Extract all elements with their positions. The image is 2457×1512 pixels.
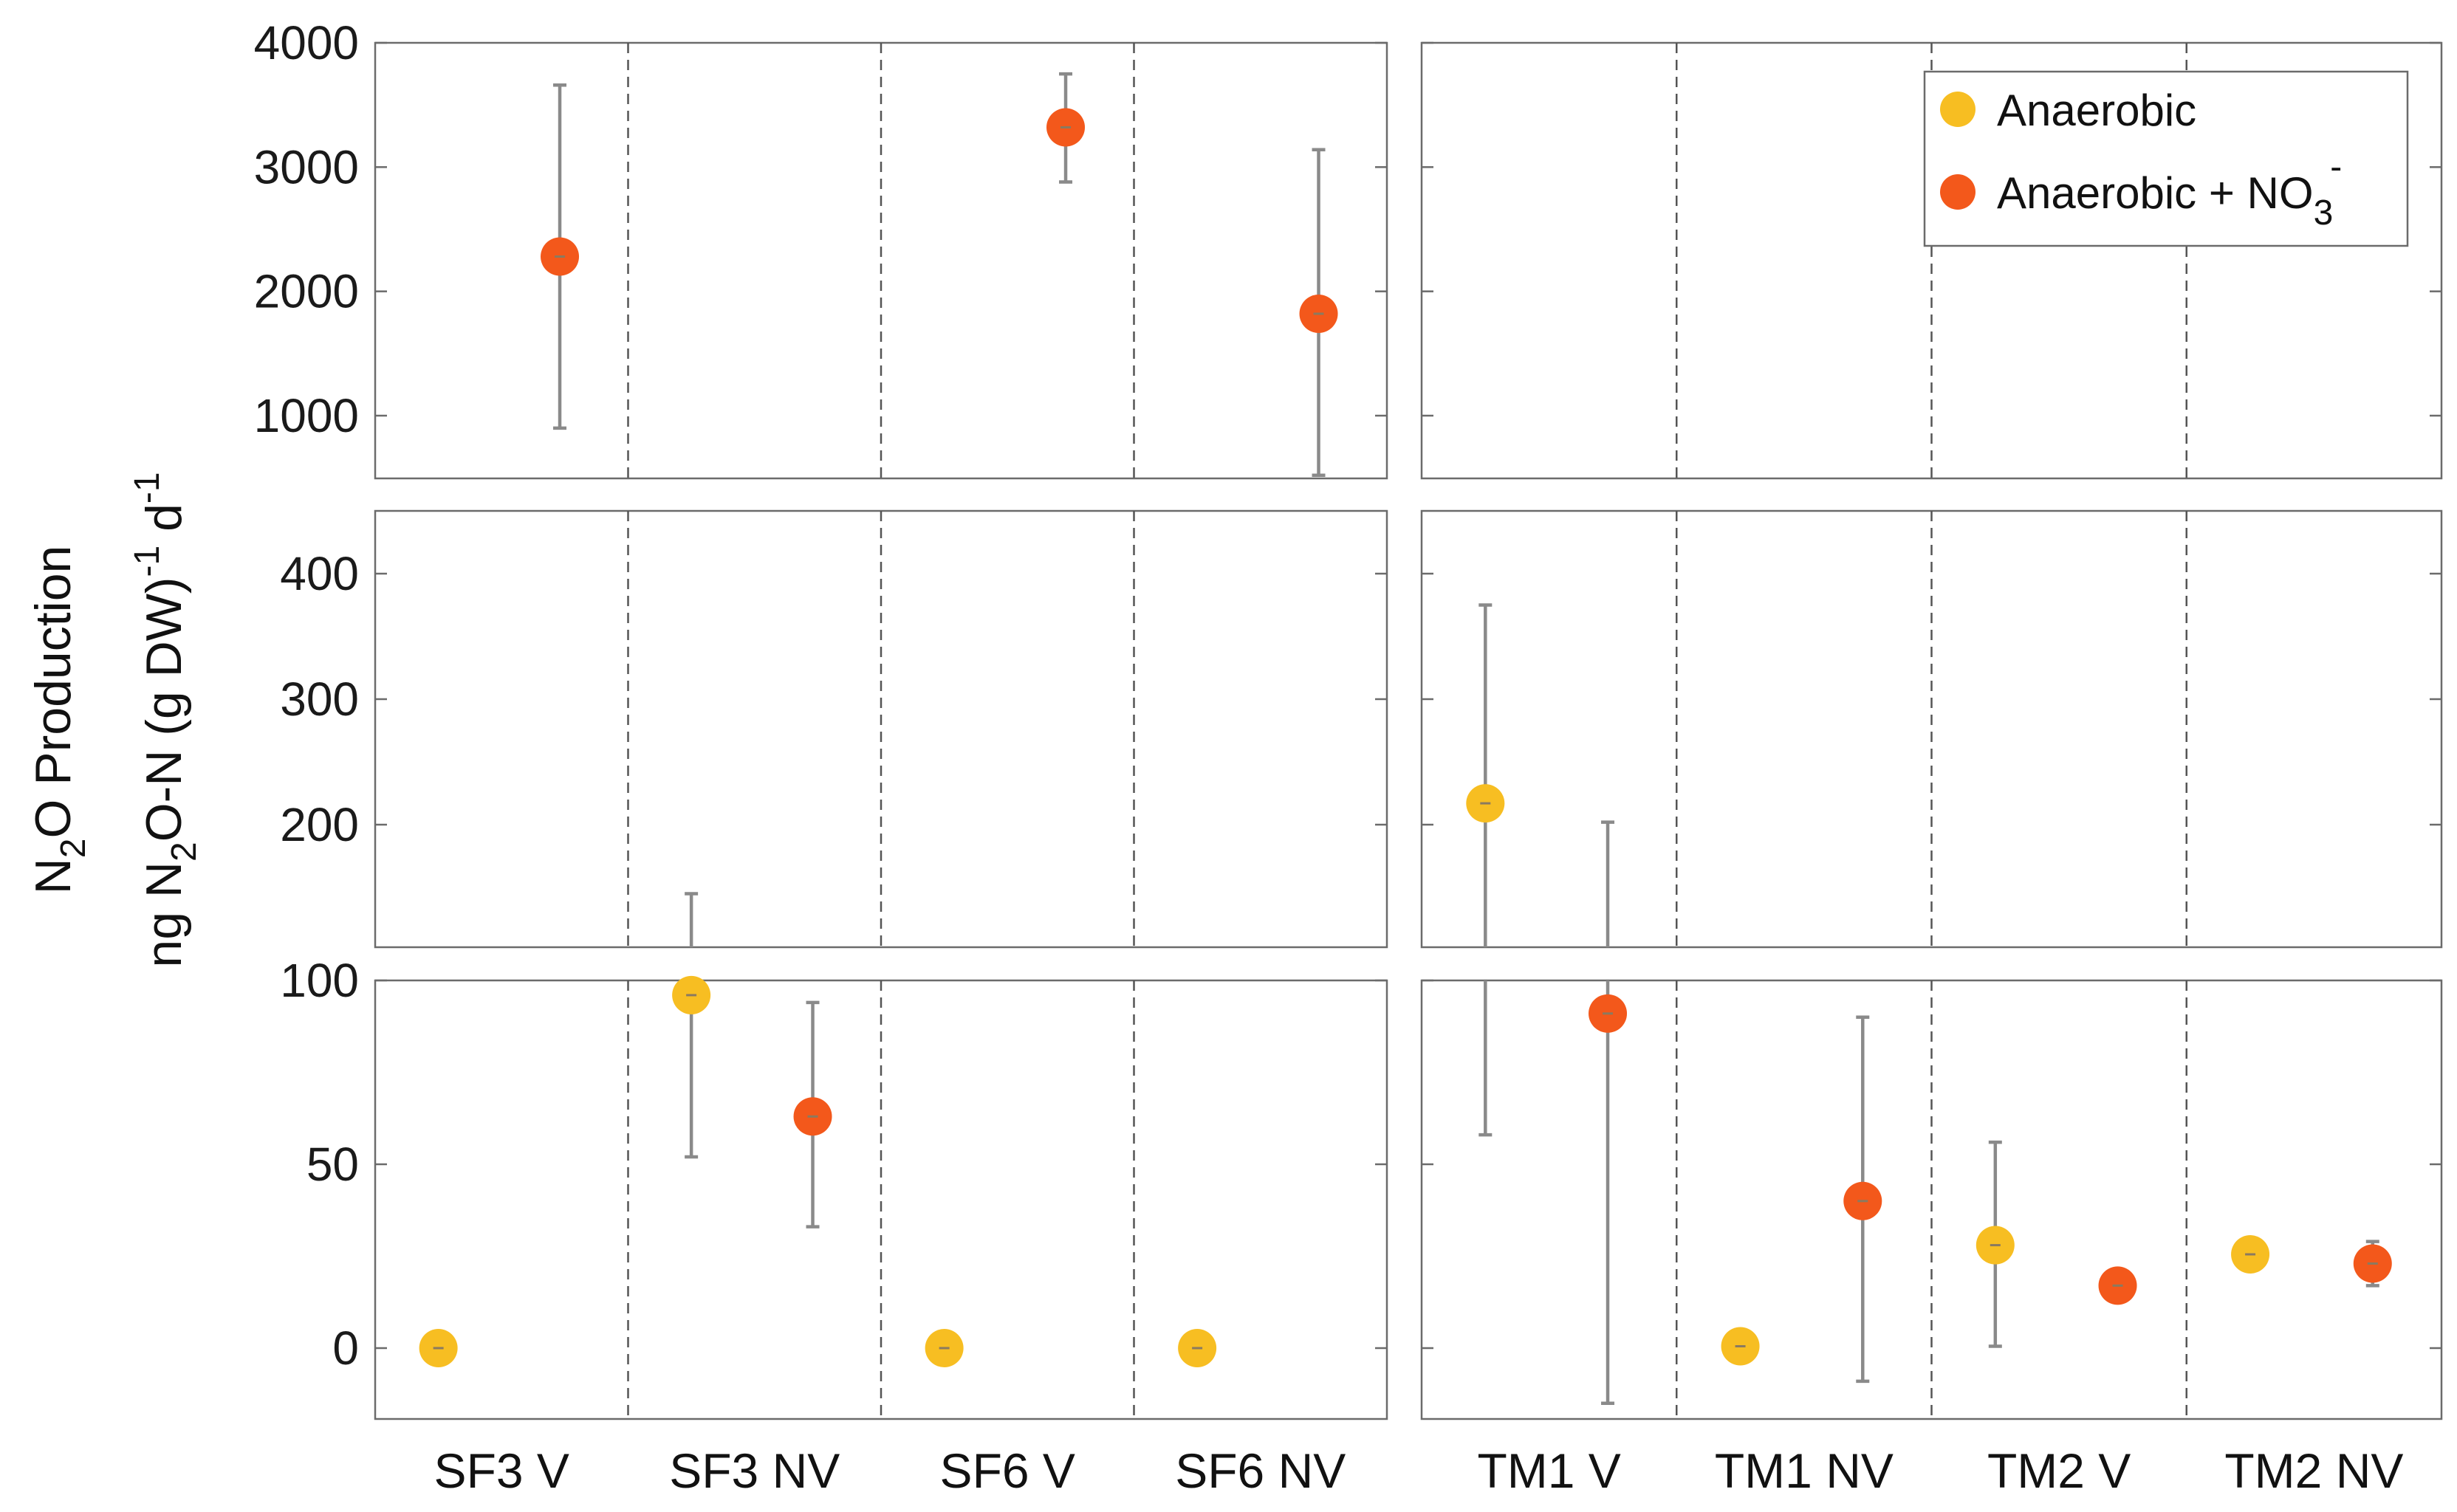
y-axis-label-line2: ng N2O-N (g DW)-1 d-1 bbox=[128, 472, 204, 967]
y-axis-units: ng N2O-N (g DW)-1 d-1 bbox=[128, 472, 204, 967]
axes-panel-TM-bottom bbox=[1420, 979, 2443, 1420]
legend-label-nitrate: Anaerobic + NO3- bbox=[1997, 148, 2342, 233]
category-label: SF3 NV bbox=[669, 1443, 840, 1498]
y-tick-label: 4000 bbox=[254, 16, 359, 69]
axes-panel-SF-middle bbox=[374, 509, 1388, 949]
y-tick-label: 3000 bbox=[254, 140, 359, 193]
axes-frames bbox=[374, 41, 2443, 1420]
category-dividers bbox=[627, 43, 2187, 1419]
category-label: SF6 V bbox=[940, 1443, 1075, 1498]
category-label: SF6 NV bbox=[1175, 1443, 1346, 1498]
legend-label-anaerobic: Anaerobic bbox=[1997, 86, 2196, 135]
y-tick-label: 50 bbox=[306, 1138, 359, 1191]
axes-panel-TM-middle bbox=[1420, 509, 2443, 949]
legend-box bbox=[1923, 70, 2409, 247]
y-tick-label: 200 bbox=[280, 798, 359, 851]
y-tick-label: 0 bbox=[332, 1322, 359, 1375]
legend-marker-nitrate bbox=[1940, 174, 1975, 210]
y-axis-label: N2O Production bbox=[25, 546, 93, 895]
data-points bbox=[419, 108, 2392, 1367]
axes-panel-SF-top bbox=[374, 41, 1388, 480]
category-label: TM1 NV bbox=[1715, 1443, 1894, 1498]
category-labels: SF3 V SF3 NV SF6 V SF6 NV TM1 V TM1 NV TM2 V TM… bbox=[434, 1443, 2404, 1498]
legend-marker-anaerobic bbox=[1940, 92, 1975, 127]
y-axis-label-line1: N2O Production bbox=[25, 546, 93, 895]
category-label: SF3 V bbox=[434, 1443, 569, 1498]
axes-panel-SF-bottom bbox=[374, 979, 1388, 1420]
y-tick-label: 400 bbox=[280, 547, 359, 600]
legend: Anaerobic Anaerobic + NO3- bbox=[1923, 70, 2409, 247]
y-tick-label: 100 bbox=[280, 954, 359, 1007]
category-label: TM1 V bbox=[1477, 1443, 1620, 1498]
y-tick-label: 1000 bbox=[254, 389, 359, 442]
error-bars bbox=[553, 72, 2379, 1405]
y-tick-label: 2000 bbox=[254, 265, 359, 318]
category-label: TM2 V bbox=[1987, 1443, 2131, 1498]
y-tick-label: 300 bbox=[280, 673, 359, 726]
category-label: TM2 NV bbox=[2224, 1443, 2403, 1498]
